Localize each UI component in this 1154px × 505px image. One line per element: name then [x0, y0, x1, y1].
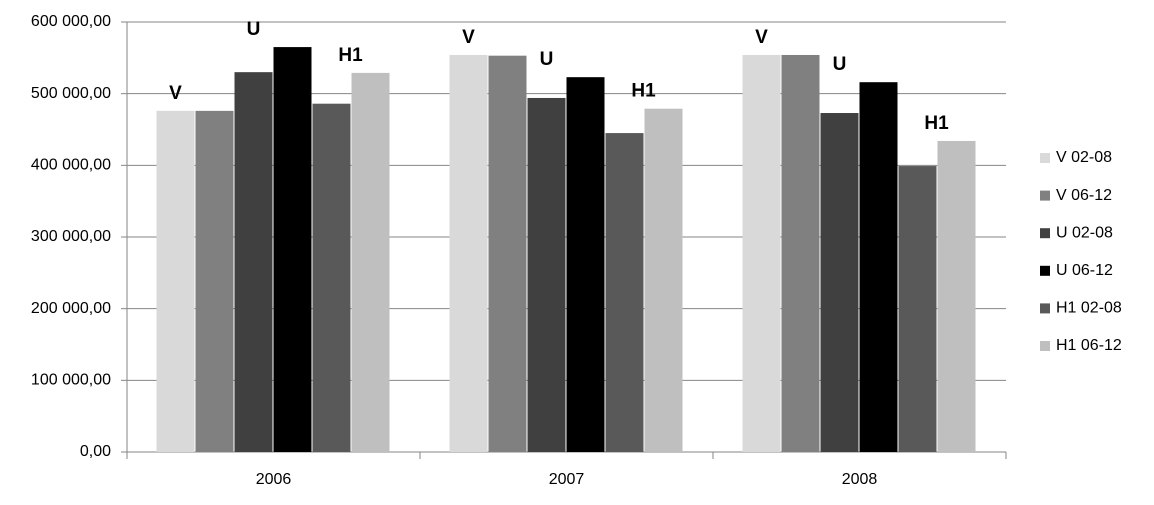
annotation: V: [169, 83, 182, 104]
bar: [234, 72, 273, 453]
legend-swatch: [1040, 228, 1050, 239]
legend-swatch: [1040, 190, 1050, 201]
annotation: U: [833, 54, 847, 75]
legend-swatch: [1040, 153, 1050, 163]
bar: [781, 54, 820, 452]
legend-label: V 06-12: [1056, 187, 1112, 204]
legend-label: H1 02-08: [1056, 300, 1122, 317]
bar: [898, 166, 937, 453]
y-tick-label: 300 000,00: [31, 228, 111, 245]
bar: [937, 140, 976, 452]
annotation: U: [247, 19, 261, 40]
x-tick-label: 2007: [549, 471, 585, 488]
bar: [605, 133, 644, 453]
annotation: V: [755, 27, 768, 48]
legend-label: U 06-12: [1056, 262, 1113, 279]
bar: [488, 55, 527, 452]
bar: [195, 110, 234, 452]
bar: [859, 82, 898, 452]
y-tick-label: 500 000,00: [31, 85, 111, 102]
y-tick-label: 100 000,00: [31, 372, 111, 389]
x-tick-label: 2006: [256, 471, 292, 488]
bar: [449, 54, 488, 452]
bar: [742, 54, 781, 452]
y-tick-label: 400 000,00: [31, 157, 111, 174]
bar: [273, 47, 312, 452]
bar: [644, 108, 683, 452]
y-tick-label: 600 000,00: [31, 13, 111, 30]
legend-swatch: [1040, 265, 1050, 276]
annotation: H1: [924, 113, 949, 134]
annotation: H1: [338, 45, 363, 66]
bar: [156, 110, 195, 452]
bar: [566, 77, 605, 452]
bar: [351, 72, 390, 452]
bar: [312, 103, 351, 452]
annotation: H1: [631, 81, 656, 102]
annotation: V: [462, 27, 475, 48]
bar: [527, 97, 566, 452]
legend-swatch: [1040, 341, 1050, 351]
y-tick-label: 200 000,00: [31, 300, 111, 317]
legend-label: V 02-08: [1056, 149, 1112, 166]
legend-label: H1 06-12: [1056, 337, 1122, 354]
legend-swatch: [1040, 303, 1050, 314]
y-tick-label: 0,00: [80, 443, 111, 460]
legend-label: U 02-08: [1056, 224, 1113, 241]
annotation: U: [540, 49, 554, 70]
x-tick-label: 2008: [842, 471, 878, 488]
bar: [820, 113, 859, 453]
